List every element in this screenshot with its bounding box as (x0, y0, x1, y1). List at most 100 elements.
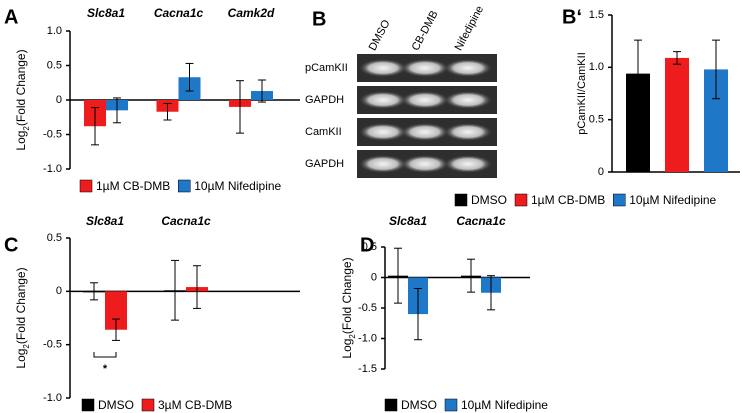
row-label: GAPDH (305, 94, 344, 106)
legend-label: 1µM CB-DMB (96, 179, 170, 193)
error-bar (487, 275, 495, 311)
y-tick-label: 1.0 (47, 25, 62, 37)
blot-band (359, 91, 407, 109)
error-bar (112, 318, 120, 341)
error-bar (163, 102, 172, 121)
error-bar (394, 247, 402, 304)
row-label: CamKII (305, 126, 342, 138)
legend-swatch (454, 193, 468, 207)
error-bar (236, 80, 244, 134)
panel-letter: B‘ (562, 6, 582, 28)
y-tick-label: 0.5 (47, 232, 62, 244)
y-tick-label: 1.0 (589, 61, 604, 73)
y-axis-label-part: 2 (22, 126, 31, 131)
y-axis-label-part: Log (340, 339, 354, 359)
lane-label: CB-DMB (410, 9, 441, 53)
y-tick-label: -1.0 (43, 392, 62, 404)
error-bar (467, 258, 475, 293)
y-axis-label: Log2(Fold Change) (14, 49, 30, 150)
y-tick-label: -1.5 (358, 363, 377, 375)
y-axis-label: Log2(Fold Change) (14, 267, 30, 368)
y-axis-label: Log2(Fold Change) (340, 257, 356, 358)
legend-swatch (613, 193, 626, 207)
y-tick-label: -1.0 (43, 163, 62, 175)
y-axis-label-part: Log (14, 131, 28, 151)
y-axis-label-part: 2 (348, 334, 357, 339)
blot-band (444, 123, 492, 141)
legend-swatch (384, 398, 398, 412)
category-label: Camk2d (228, 6, 275, 20)
y-axis-label: pCamKII/CamKII (576, 52, 588, 135)
y-tick-label: -1.0 (358, 332, 377, 344)
row-label: pCamKII (305, 62, 348, 74)
error-bar (113, 97, 121, 124)
error-bar (414, 287, 422, 341)
error-bar (185, 62, 194, 92)
error-bar (634, 39, 642, 108)
bar (665, 57, 689, 173)
error-bar (193, 265, 201, 309)
category-label: Slc8a1 (86, 214, 124, 228)
legend-swatch (81, 398, 95, 412)
legend-swatch (444, 398, 458, 412)
blot-band (444, 155, 492, 173)
category-label: Slc8a1 (87, 6, 125, 20)
blot-band (359, 123, 407, 141)
y-tick-label: 0 (56, 285, 62, 297)
y-tick-label: 0.5 (589, 114, 604, 126)
legend-label: DMSO (98, 398, 134, 412)
y-tick-label: 1.5 (589, 9, 604, 21)
category-label: Cacna1c (161, 214, 211, 228)
panel-letter: B (312, 8, 326, 30)
legend-swatch (141, 398, 155, 412)
category-label: Cacna1c (154, 6, 204, 20)
significance-bracket (93, 352, 117, 358)
error-bar (712, 39, 720, 100)
error-bar (91, 107, 99, 146)
error-bar (90, 282, 98, 301)
legend-label: 10µM Nifedipine (629, 193, 716, 207)
blot-band (401, 59, 449, 77)
y-axis-label-part: (Fold Change) (14, 267, 28, 344)
legend-swatch (79, 179, 93, 193)
blot-band (444, 91, 492, 109)
y-axis-label-part: Log (14, 349, 28, 369)
blot-band (359, 59, 407, 77)
y-tick-label: 0.5 (47, 59, 62, 71)
category-label: Cacna1c (456, 214, 506, 228)
y-tick-label: 0.5 (362, 241, 377, 253)
y-tick-label: -0.5 (43, 339, 62, 351)
blot-band (401, 155, 449, 173)
error-bar (673, 51, 681, 65)
legend-label: 1µM CB-DMB (531, 193, 605, 207)
legend-swatch (178, 179, 191, 193)
legend-label: DMSO (471, 193, 507, 207)
lane-label: DMSO (367, 18, 393, 53)
y-axis-label-part: (Fold Change) (14, 49, 28, 126)
error-bar (171, 259, 179, 321)
blot-band (401, 91, 449, 109)
panel-letter: D (360, 234, 374, 256)
blot-band (444, 59, 492, 77)
y-axis-label-part: (Fold Change) (340, 257, 354, 334)
y-tick-label: 0 (598, 166, 604, 178)
y-tick-label: 0 (371, 271, 377, 283)
panel-letter: A (4, 6, 18, 28)
row-label: GAPDH (305, 158, 344, 170)
blot-band (401, 123, 449, 141)
legend-label: 3µM CB-DMB (158, 398, 232, 412)
category-label: Slc8a1 (389, 214, 427, 228)
legend-label: DMSO (401, 398, 437, 412)
y-axis-label-part: 2 (22, 344, 31, 349)
bar (105, 291, 127, 330)
blot-band (359, 155, 407, 173)
lane-label: Nifedipine (453, 4, 487, 53)
legend-label: 10µM Nifedipine (194, 179, 281, 193)
legend-label: 10µM Nifedipine (461, 398, 548, 412)
legend-swatch (514, 193, 528, 207)
y-tick-label: 0 (56, 94, 62, 106)
y-tick-label: -0.5 (43, 128, 62, 140)
panel-letter: C (4, 234, 18, 256)
